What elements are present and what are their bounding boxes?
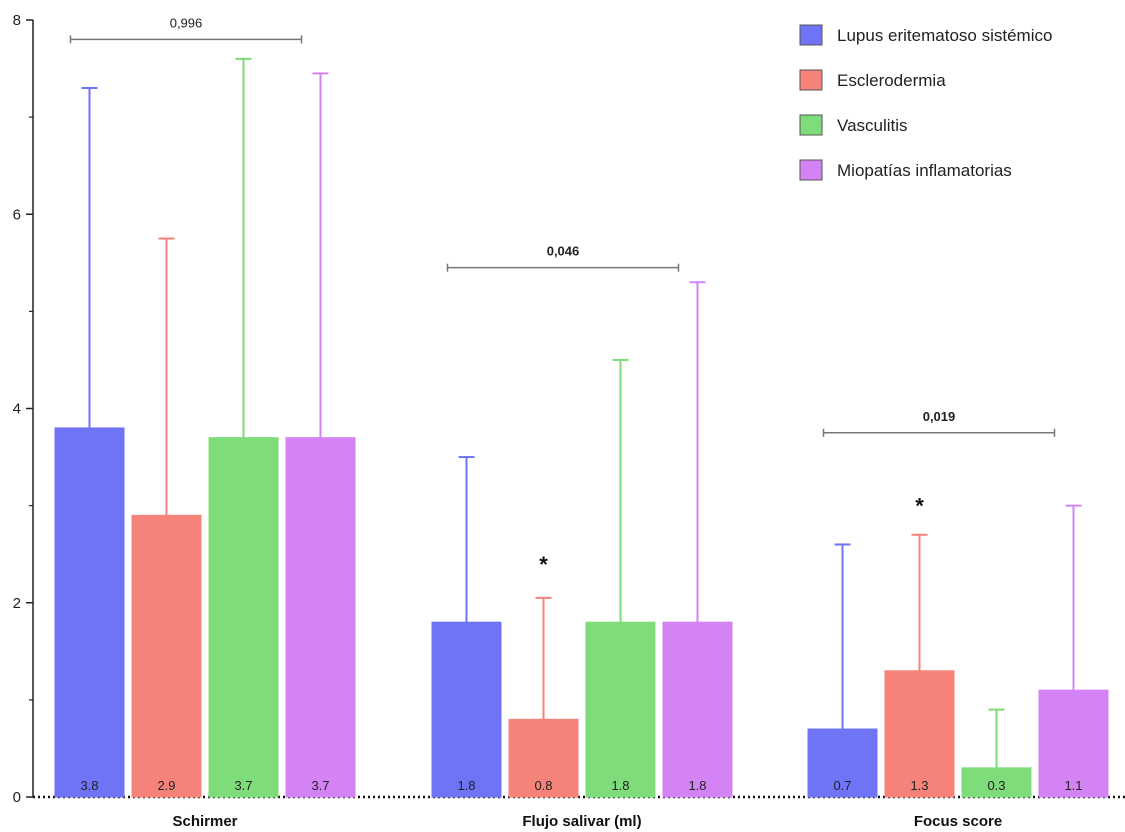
bar-value-label: 1.3 <box>910 778 928 793</box>
bar <box>807 728 878 798</box>
bar <box>431 621 502 798</box>
x-category-label: Schirmer <box>172 813 237 830</box>
legend-swatch <box>799 69 823 91</box>
significance-brackets: 0,996 0,046 0,019 * * <box>69 15 1056 577</box>
legend-swatch <box>799 114 823 136</box>
bar-value-label: 1.1 <box>1064 778 1082 793</box>
bar <box>208 437 279 798</box>
bar-value-label: 3.8 <box>80 778 98 793</box>
bar <box>508 718 579 798</box>
legend-label: Vasculitis <box>837 116 908 135</box>
bar-value-label: 1.8 <box>611 778 629 793</box>
bar-value-label: 3.7 <box>234 778 252 793</box>
y-tick-label: 6 <box>13 206 21 223</box>
x-category-label: Focus score <box>914 813 1002 830</box>
x-axis-category-labels: Schirmer Flujo salivar (ml) Focus score <box>172 813 1002 830</box>
bars <box>54 427 1109 798</box>
legend: Lupus eritematoso sistémico Esclerodermia… <box>799 24 1052 181</box>
bar <box>54 427 125 798</box>
y-tick-label: 2 <box>13 595 21 612</box>
bar-value-label: 0.8 <box>534 778 552 793</box>
legend-swatch <box>799 24 823 46</box>
bar <box>1038 689 1109 798</box>
legend-label: Esclerodermia <box>837 71 946 90</box>
p-value-label: 0,019 <box>923 409 956 424</box>
y-tick-label: 8 <box>13 12 21 29</box>
significance-asterisk: * <box>539 552 548 577</box>
y-tick-label: 0 <box>13 789 21 806</box>
bar <box>131 514 202 798</box>
bar <box>285 437 356 798</box>
bar-value-label: 3.7 <box>311 778 329 793</box>
significance-asterisk: * <box>915 494 924 519</box>
bar-value-label: 1.8 <box>457 778 475 793</box>
legend-swatch <box>799 159 823 181</box>
value-labels: 3.8 1.8 0.7 2.9 0.8 1.3 3.7 1.8 0.3 3.7 1.8 1.1 <box>80 778 1082 793</box>
bar-value-label: 2.9 <box>157 778 175 793</box>
legend-label: Miopatías inflamatorias <box>837 161 1012 180</box>
p-value-label: 0,996 <box>170 15 203 30</box>
bar <box>884 670 955 798</box>
error-bars <box>81 57 1082 768</box>
p-value-label: 0,046 <box>547 244 580 259</box>
bar <box>961 767 1032 798</box>
bar-value-label: 0.7 <box>833 778 851 793</box>
legend-label: Lupus eritematoso sistémico <box>837 26 1052 45</box>
bar <box>662 621 733 798</box>
bar-value-label: 1.8 <box>688 778 706 793</box>
y-tick-label: 4 <box>13 401 21 418</box>
x-category-label: Flujo salivar (ml) <box>522 813 641 830</box>
bar <box>585 621 656 798</box>
bar-value-label: 0.3 <box>987 778 1005 793</box>
